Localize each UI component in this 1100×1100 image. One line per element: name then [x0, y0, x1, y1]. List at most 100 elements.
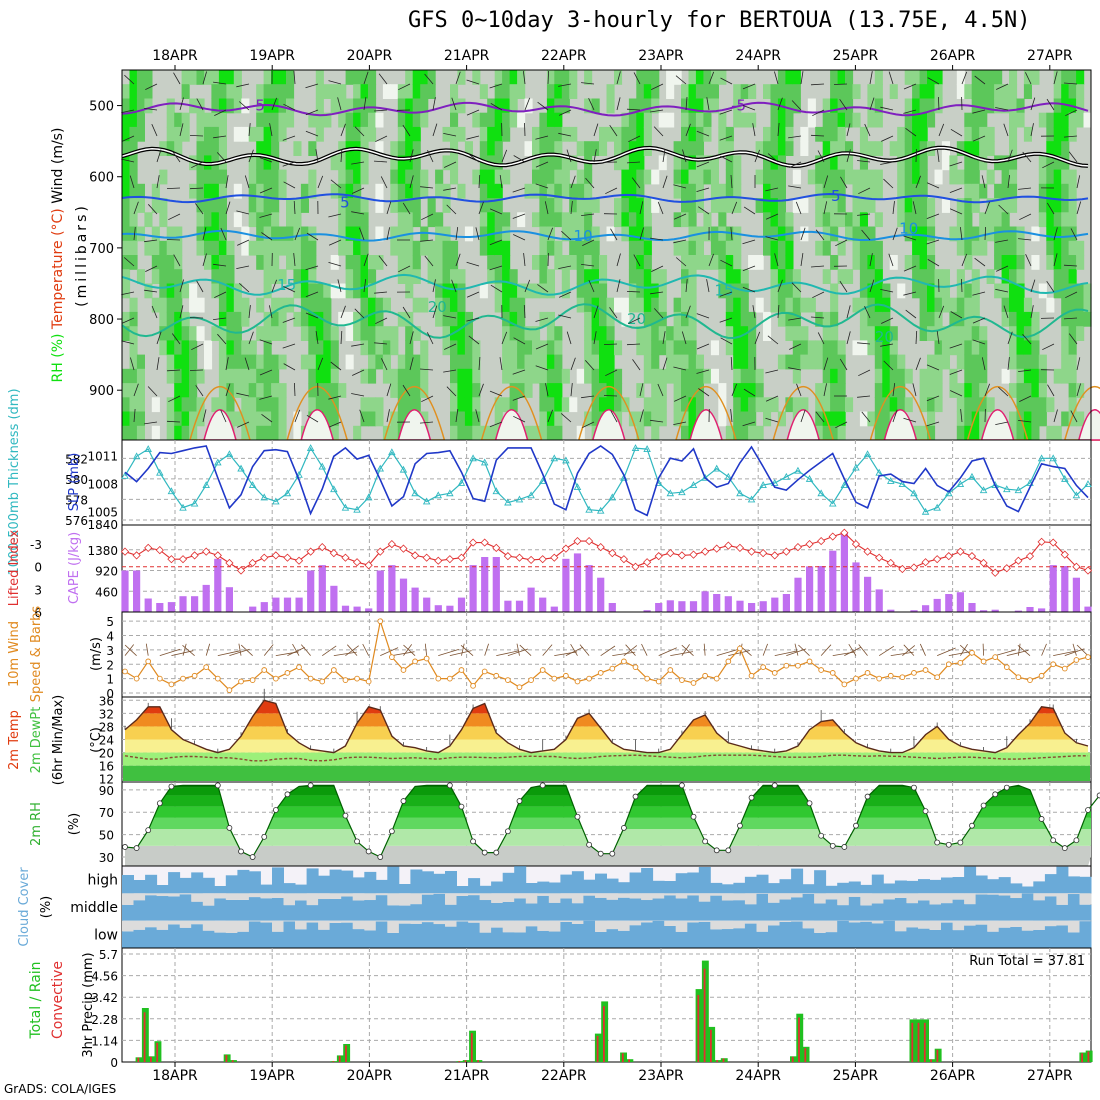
credit-text: GrADS: COLA/IGES	[4, 1082, 117, 1096]
surface-wind-barb	[292, 643, 300, 656]
rh-cell	[360, 326, 369, 341]
rh-cell	[546, 240, 555, 256]
rh-cell	[1009, 141, 1018, 156]
thickness-point	[330, 485, 338, 493]
li-point	[643, 558, 652, 567]
wind-barb	[402, 202, 411, 215]
rh-cell	[904, 141, 913, 156]
cloud-bar	[1010, 926, 1023, 948]
cloud-bar	[306, 905, 319, 921]
wind-barb	[1068, 151, 1078, 163]
cloud-gap	[744, 920, 757, 924]
rh-cell	[330, 354, 339, 370]
rh-cell	[777, 169, 786, 185]
cloud-bar	[698, 867, 711, 894]
rh-cell	[927, 383, 936, 398]
li-point	[909, 563, 919, 572]
rh-cell	[353, 326, 362, 341]
wind-barb	[171, 333, 181, 345]
cloud-bar	[687, 922, 700, 948]
rh-cell	[591, 283, 600, 299]
li-point	[561, 544, 570, 553]
wind-barb	[173, 72, 181, 85]
rh-cell	[1016, 98, 1025, 114]
rh-cell	[174, 340, 183, 356]
rh-cell	[882, 340, 891, 356]
cloud-bar	[225, 900, 238, 921]
rh-cell	[308, 383, 317, 398]
rh-cell	[263, 283, 272, 299]
rh-cell	[763, 240, 772, 256]
rh-cell	[591, 297, 600, 313]
rh-cell	[487, 169, 496, 185]
rh-cell	[122, 84, 131, 99]
rh-cell	[166, 411, 175, 427]
rh-cell	[129, 155, 138, 171]
wind-barb	[466, 79, 480, 85]
rh-cell	[256, 84, 265, 99]
rh-cell	[241, 98, 250, 114]
millibars-label: (millibars)	[74, 203, 90, 307]
rh-cell	[248, 354, 257, 370]
cloud-bar	[560, 898, 573, 921]
rh-cell	[949, 383, 958, 398]
thickness-point	[956, 480, 965, 487]
li-point	[666, 549, 675, 558]
rh-cell	[204, 240, 213, 256]
label-part: Convective	[50, 961, 66, 1039]
rh-cell	[1053, 98, 1062, 114]
rh-cell	[226, 269, 235, 284]
precip-convective-bar	[722, 1058, 725, 1062]
rh-cell	[136, 98, 145, 114]
wind-barb	[419, 368, 434, 371]
surface-wind-barb	[145, 643, 149, 656]
rh-cell	[934, 283, 943, 299]
wind-barb	[455, 227, 459, 241]
cape-bar	[144, 598, 152, 612]
rh-cell	[897, 198, 906, 213]
surface-wind-barb	[380, 647, 399, 657]
rh-cell	[517, 368, 526, 384]
rh-cell	[1068, 169, 1077, 185]
wind-barb	[788, 317, 802, 321]
rh-cell	[442, 340, 451, 356]
rh-cell	[919, 397, 928, 413]
cloud-gap	[237, 893, 250, 900]
rh-cell	[412, 155, 421, 171]
li-point	[352, 558, 362, 567]
wind-barb	[835, 239, 848, 247]
rh-cell	[271, 255, 280, 270]
wind-speed-point	[400, 667, 407, 673]
rh-cell	[614, 340, 623, 356]
rh-cell	[584, 70, 593, 85]
rh-cell	[368, 84, 377, 99]
rh-cell	[323, 297, 332, 313]
wind-barb	[1065, 109, 1078, 117]
surface-wind-barb	[124, 644, 137, 656]
cloud-bar	[468, 895, 481, 921]
rh-cell	[964, 397, 973, 413]
temp-30-contour	[591, 409, 626, 441]
rh-cell	[122, 212, 131, 228]
rh-cell	[1068, 183, 1077, 199]
li-point	[422, 553, 431, 562]
rh-cell	[517, 112, 526, 128]
surface-wind-barb	[681, 644, 694, 656]
wind-barb	[605, 187, 618, 195]
wind-barb	[915, 357, 921, 371]
rh-cell	[382, 340, 391, 356]
cloud-bar	[410, 904, 423, 921]
rh-cell	[815, 425, 824, 441]
rh-cell	[241, 383, 250, 398]
wind-speed-point	[226, 687, 233, 693]
wind-barb	[810, 265, 825, 268]
wind-barb	[512, 369, 526, 375]
cloud-gap	[837, 893, 850, 906]
rh-cell	[211, 70, 220, 85]
thickness-point	[446, 489, 454, 497]
rh-cell	[569, 255, 578, 270]
rh-cell	[129, 240, 138, 256]
li-point	[1025, 552, 1035, 561]
wind-barb	[559, 109, 572, 116]
wind-barb	[926, 421, 940, 427]
